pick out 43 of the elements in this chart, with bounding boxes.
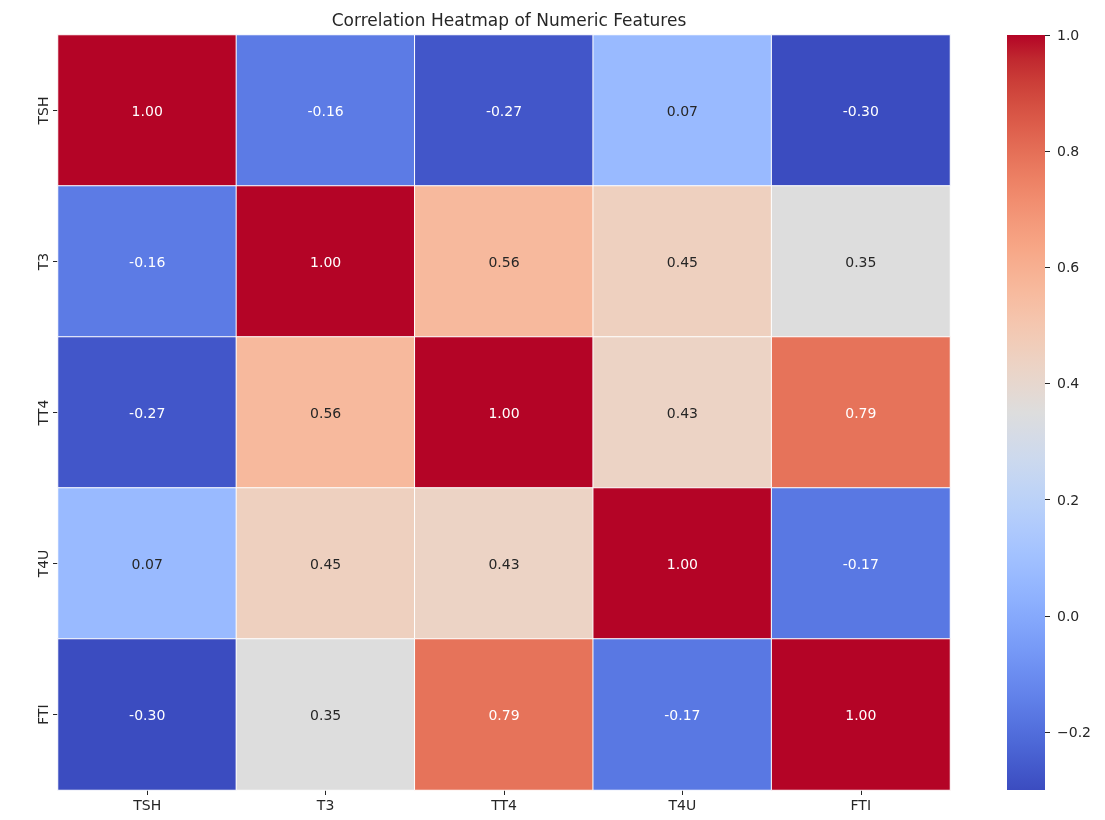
color-bar-label: 0.0 — [1057, 607, 1080, 624]
data-label: -0.17 — [664, 706, 701, 723]
data-label: 0.43 — [666, 404, 698, 421]
data-label: -0.16 — [129, 253, 166, 270]
data-label: 0.07 — [131, 555, 163, 572]
data-label: 0.56 — [488, 253, 520, 270]
data-label: -0.27 — [129, 404, 166, 421]
chart-title: Correlation Heatmap of Numeric Features — [331, 9, 687, 30]
data-label: 0.07 — [666, 102, 698, 119]
data-label: 0.79 — [845, 404, 877, 421]
data-label: -0.30 — [129, 706, 166, 723]
color-bar-label: 0.4 — [1057, 375, 1080, 392]
x-tick-label: FTI — [850, 797, 872, 813]
y-tick-label: T4U — [35, 549, 51, 579]
data-label: 0.79 — [488, 706, 520, 723]
data-label: 1.00 — [666, 555, 698, 572]
data-label: -0.30 — [842, 102, 879, 119]
y-tick-label: FTI — [35, 704, 51, 725]
data-label: 0.56 — [310, 404, 342, 421]
color-bar-label: 1.0 — [1057, 27, 1080, 43]
data-label: 0.45 — [666, 253, 698, 270]
color-bar-label: −0.2 — [1057, 723, 1091, 740]
data-label: 0.35 — [845, 253, 877, 270]
color-bar-label: 0.8 — [1057, 143, 1080, 160]
data-label: 1.00 — [131, 102, 163, 119]
color-bar-label: 0.2 — [1057, 491, 1080, 508]
y-tick-label: T3 — [35, 252, 51, 272]
data-label: -0.16 — [307, 102, 344, 119]
data-label: 1.00 — [488, 404, 520, 421]
data-label: -0.27 — [485, 102, 523, 119]
x-tick-label: T4U — [667, 797, 697, 813]
y-tick-label: TT4 — [35, 399, 51, 427]
data-label: -0.17 — [842, 555, 879, 572]
data-label: 0.43 — [488, 555, 520, 572]
data-label: 0.45 — [310, 555, 342, 572]
x-tick-label: T3 — [315, 797, 335, 813]
data-label: 1.00 — [310, 253, 342, 270]
x-tick-label: TSH — [132, 797, 162, 813]
x-tick-label: TT4 — [490, 797, 517, 813]
data-label: 1.00 — [845, 706, 877, 723]
data-label: 0.35 — [310, 706, 342, 723]
y-tick-label: TSH — [35, 96, 51, 126]
color-bar-label: 0.6 — [1057, 259, 1080, 276]
